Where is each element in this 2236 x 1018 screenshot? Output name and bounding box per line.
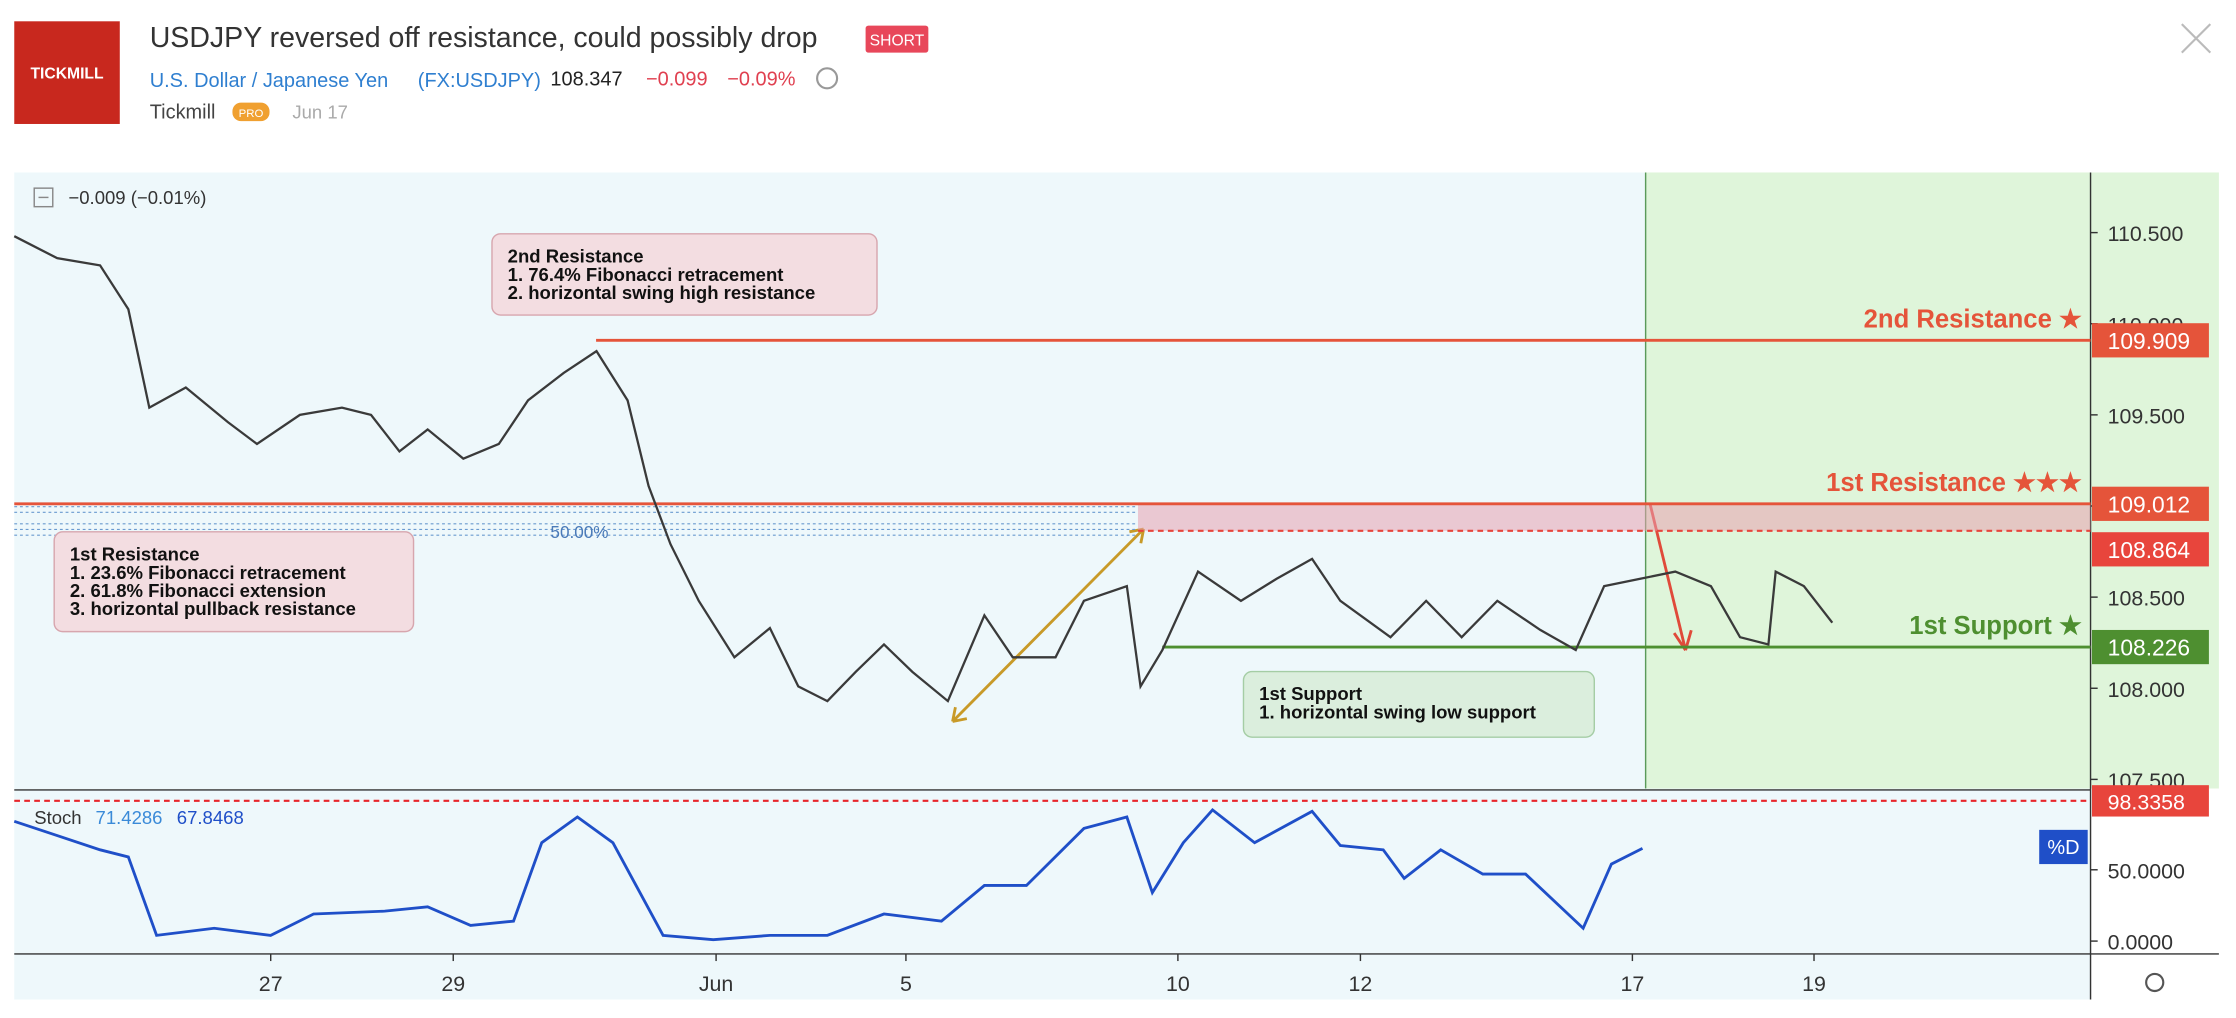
change-pct: −0.09% <box>727 68 795 90</box>
author[interactable]: Tickmill <box>150 101 216 123</box>
stoch-d: 67.8468 <box>177 807 244 828</box>
y-tick-label: 109.500 <box>2108 404 2185 428</box>
badge-text: SHORT <box>870 33 925 50</box>
note-box <box>491 233 878 316</box>
date: Jun 17 <box>292 101 348 122</box>
alert-icon[interactable] <box>816 67 839 90</box>
note-box <box>1242 670 1596 738</box>
x-tick-label: 29 <box>441 972 465 996</box>
price: 108.347 <box>550 68 622 90</box>
symbol-name[interactable]: U.S. Dollar / Japanese Yen <box>150 70 388 92</box>
level-tag <box>2091 323 2209 358</box>
x-tick-label: 17 <box>1621 972 1645 996</box>
note-line: 3. horizontal pullback resistance <box>70 598 356 619</box>
d-button[interactable] <box>2039 829 2088 865</box>
fib-label: 50.00% <box>550 523 608 542</box>
level-name: 2nd Resistance ★ <box>1864 305 2083 333</box>
x-tick-label: 10 <box>1166 972 1190 996</box>
level-tag <box>2091 532 2209 567</box>
note-box <box>53 531 415 633</box>
level-name: 1st Support ★ <box>1909 612 2083 640</box>
series-line <box>13 807 1644 942</box>
pro-text: PRO <box>239 108 264 120</box>
level-name: 1st Resistance ★★★ <box>1826 469 2083 497</box>
y-tick-label: 50.0000 <box>2108 859 2185 883</box>
stoch-k: 71.4286 <box>96 807 163 828</box>
idea-title: USDJPY reversed off resistance, could po… <box>150 22 818 54</box>
note-line: 2. 61.8% Fibonacci extension <box>70 580 326 601</box>
logo <box>14 21 120 124</box>
note-title: 2nd Resistance <box>508 245 644 266</box>
level-price: 108.864 <box>2108 537 2191 563</box>
note-title: 1st Resistance <box>70 543 200 564</box>
note-title: 1st Support <box>1259 683 1362 704</box>
level-price: 109.012 <box>2108 491 2190 517</box>
y-tick-label: 0.0000 <box>2108 931 2173 955</box>
note-line: 1. 23.6% Fibonacci retracement <box>70 562 346 583</box>
level-price: 109.909 <box>2108 328 2190 354</box>
note-line: 2. horizontal swing high resistance <box>508 282 816 303</box>
level-tag <box>2091 629 2209 665</box>
level-tag <box>2091 486 2209 521</box>
badge <box>865 25 929 53</box>
y-tick-label: 108.500 <box>2108 587 2185 611</box>
pro-badge <box>232 102 270 122</box>
x-tick-label: 19 <box>1802 972 1826 996</box>
note-line: 1. 76.4% Fibonacci retracement <box>508 264 784 285</box>
d-button-text: %D <box>2047 837 2079 859</box>
settings-icon[interactable] <box>2145 972 2165 993</box>
change: −0.099 <box>646 68 708 90</box>
note-line: 1. horizontal swing low support <box>1259 702 1536 723</box>
y-tick-label: 108.000 <box>2108 678 2185 702</box>
y-tick-label: 110.500 <box>2108 222 2184 246</box>
resistance-zone <box>1137 503 2091 531</box>
level-price: 108.226 <box>2108 635 2190 661</box>
stoch-level-tag <box>2091 785 2209 817</box>
logo-text: TICKMILL <box>30 65 104 82</box>
x-tick-label: 5 <box>900 972 912 996</box>
forecast-zone <box>1645 172 2219 789</box>
series-line <box>13 235 1834 703</box>
chart-legend: −0.009 (−0.01%) <box>68 187 206 208</box>
stoch-level-label: 98.3358 <box>2108 790 2185 814</box>
collapse-icon[interactable] <box>33 187 54 208</box>
projection-arrow <box>951 527 1146 723</box>
symbol[interactable]: (FX:USDJPY) <box>418 70 541 92</box>
close-icon[interactable] <box>2181 23 2212 54</box>
stoch-title: Stoch <box>34 807 81 828</box>
x-tick-label: 12 <box>1349 972 1373 996</box>
x-tick-label: 27 <box>259 972 283 996</box>
x-tick-label: Jun <box>699 972 733 996</box>
